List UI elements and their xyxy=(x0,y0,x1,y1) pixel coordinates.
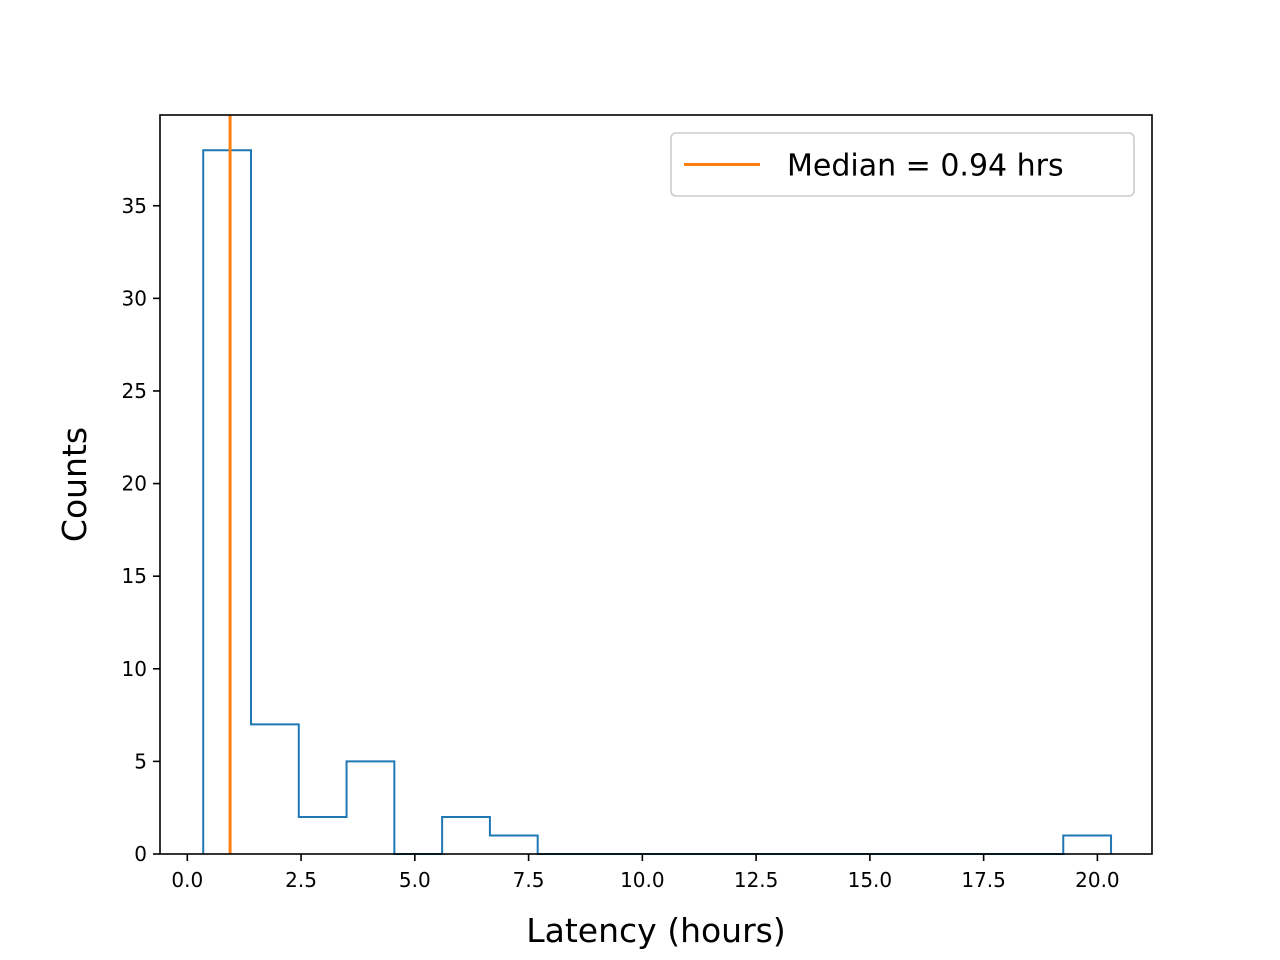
y-axis-ticks: 0 5 10 15 20 25 30 35 xyxy=(122,194,160,866)
x-tick-label: 12.5 xyxy=(734,868,779,892)
y-tick-label: 35 xyxy=(122,194,147,218)
x-tick-label: 20.0 xyxy=(1075,868,1120,892)
x-tick-label: 10.0 xyxy=(620,868,665,892)
x-tick-label: 0.0 xyxy=(171,868,203,892)
y-tick-label: 10 xyxy=(122,657,147,681)
x-axis-ticks: 0.0 2.5 5.0 7.5 10.0 12.5 15.0 17.5 20.0 xyxy=(171,854,1120,892)
legend: Median = 0.94 hrs xyxy=(670,132,1135,197)
y-tick-label: 5 xyxy=(134,749,147,773)
legend-box xyxy=(670,132,1135,197)
legend-label-median: Median = 0.94 hrs xyxy=(787,149,1064,184)
y-axis-label: Counts xyxy=(55,427,94,542)
x-tick-label: 7.5 xyxy=(513,868,545,892)
y-tick-label: 20 xyxy=(122,472,147,496)
y-tick-label: 25 xyxy=(122,379,147,403)
axes-frame xyxy=(159,114,1153,855)
x-tick-label: 5.0 xyxy=(399,868,431,892)
x-axis-label: Latency (hours) xyxy=(526,911,785,950)
y-tick-label: 30 xyxy=(122,286,147,310)
y-tick-label: 15 xyxy=(122,564,147,588)
x-tick-label: 2.5 xyxy=(285,868,317,892)
x-tick-label: 17.5 xyxy=(961,868,1006,892)
y-tick-label: 0 xyxy=(134,842,147,866)
x-tick-label: 15.0 xyxy=(848,868,893,892)
